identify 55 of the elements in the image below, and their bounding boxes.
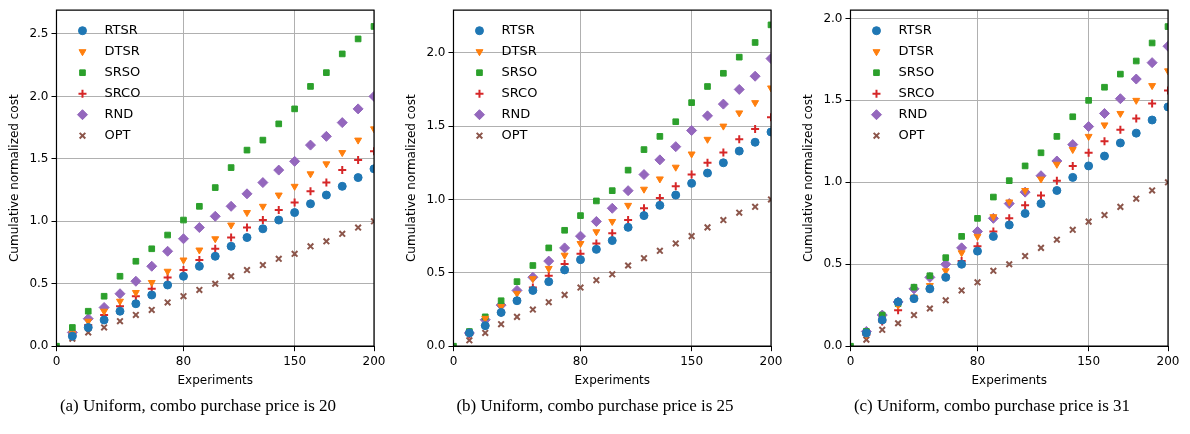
y-tick-label: 2.0 xyxy=(823,10,843,25)
y-tick-label: 1.5 xyxy=(823,92,843,107)
y-tick-label: 2.0 xyxy=(426,44,446,59)
y-tick-label: 2.5 xyxy=(29,26,49,41)
legend-label: RND xyxy=(898,106,928,122)
y-tick-label: 0.0 xyxy=(823,338,843,353)
legend-label: OPT xyxy=(104,127,131,143)
legend-label: RTSR xyxy=(104,22,138,38)
y-tick-label: 1.5 xyxy=(426,118,446,133)
x-tick-label: 80 xyxy=(969,353,986,368)
x-axis-title: Experiments xyxy=(574,372,651,387)
y-tick-label: 2.0 xyxy=(29,88,49,103)
x-tick-label: 200 xyxy=(1156,353,1180,368)
legend-label: RTSR xyxy=(898,22,932,38)
legend-label: SRCO xyxy=(104,85,141,101)
text: (b) Uniform, combo purchase price is 25 xyxy=(455,396,735,416)
x-tick-label: 200 xyxy=(759,353,783,368)
x-tick-label: 0 xyxy=(449,353,458,368)
legend-label: DTSR xyxy=(501,43,537,59)
x-tick-label: 150 xyxy=(680,353,704,368)
x-tick-label: 150 xyxy=(283,353,307,368)
legend-label: DTSR xyxy=(104,43,140,59)
x-tick-label: 200 xyxy=(362,353,386,368)
y-axis-title: Cumulative normalized cost xyxy=(7,94,22,263)
y-tick-label: 0.5 xyxy=(823,256,843,271)
x-tick-label: 0 xyxy=(52,353,61,368)
x-tick-label: 150 xyxy=(1077,353,1101,368)
x-axis-title: Experiments xyxy=(971,372,1048,387)
legend-label: SRCO xyxy=(898,85,935,101)
legend-label: SRSO xyxy=(898,64,935,80)
y-tick-label: 0.5 xyxy=(29,275,49,290)
y-tick-label: 0.5 xyxy=(426,264,446,279)
x-tick-label: 80 xyxy=(572,353,589,368)
text: (a) Uniform, combo purchase price is 20 xyxy=(58,396,338,416)
legend-label: SRSO xyxy=(104,64,141,80)
y-tick-label: 0.0 xyxy=(426,338,446,353)
y-tick-label: 1.0 xyxy=(29,213,49,228)
y-tick-label: 1.0 xyxy=(426,191,446,206)
legend-label: RTSR xyxy=(501,22,535,38)
legend-label: DTSR xyxy=(898,43,934,59)
y-tick-label: 1.0 xyxy=(823,174,843,189)
y-axis-title: Cumulative normalized cost xyxy=(801,94,816,263)
y-tick-label: 0.0 xyxy=(29,338,49,353)
legend-label: RND xyxy=(104,106,134,122)
x-tick-label: 0 xyxy=(846,353,855,368)
legend-label: RND xyxy=(501,106,531,122)
x-axis-title: Experiments xyxy=(177,372,254,387)
legend-label: SRSO xyxy=(501,64,538,80)
x-tick-label: 80 xyxy=(175,353,192,368)
legend-label: OPT xyxy=(501,127,528,143)
text: (c) Uniform, combo purchase price is 31 xyxy=(852,396,1132,416)
y-tick-label: 1.5 xyxy=(29,150,49,165)
legend-label: OPT xyxy=(898,127,925,143)
legend-label: SRCO xyxy=(501,85,538,101)
y-axis-title: Cumulative normalized cost xyxy=(404,94,419,263)
